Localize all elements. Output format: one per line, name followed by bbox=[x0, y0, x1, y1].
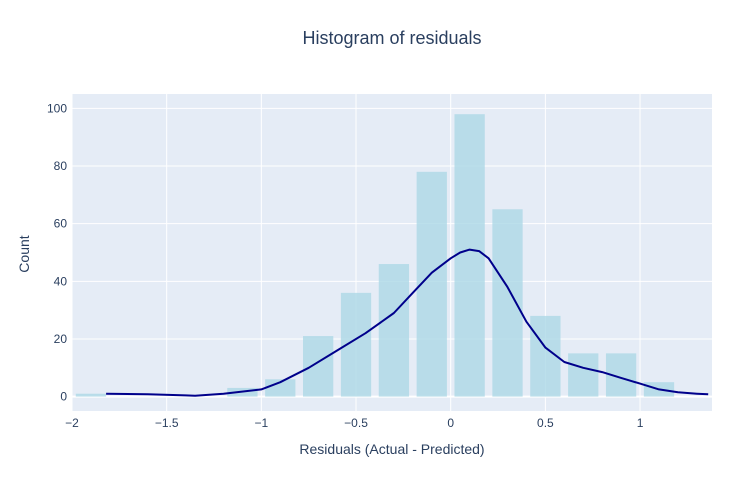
x-tick-label: 0.5 bbox=[537, 416, 554, 430]
histogram-bar bbox=[454, 114, 485, 397]
x-tick-label: 1 bbox=[637, 416, 644, 430]
x-tick-label: −1.5 bbox=[155, 416, 179, 430]
histogram-bar bbox=[378, 264, 410, 397]
y-tick-label: 80 bbox=[54, 159, 68, 173]
y-tick-label: 100 bbox=[47, 101, 67, 115]
x-tick-label: −1 bbox=[255, 416, 269, 430]
x-tick-label: −0.5 bbox=[344, 416, 368, 430]
y-tick-label: 60 bbox=[54, 217, 68, 231]
x-axis-ticks: −2 −1.5 −1 −0.5 0 0.5 1 bbox=[65, 416, 644, 430]
y-tick-label: 20 bbox=[54, 332, 68, 346]
x-tick-label: 0 bbox=[447, 416, 454, 430]
x-tick-label: −2 bbox=[65, 416, 79, 430]
histogram-bar bbox=[265, 379, 296, 397]
y-axis-title: Count bbox=[16, 235, 32, 272]
histogram-bar bbox=[492, 209, 523, 397]
y-tick-label: 0 bbox=[60, 390, 67, 404]
y-axis-ticks: 0 20 40 60 80 100 bbox=[47, 101, 67, 403]
density-curve bbox=[106, 248, 709, 397]
histogram-bar bbox=[303, 336, 334, 397]
chart-title: Histogram of residuals bbox=[302, 28, 481, 48]
y-tick-label: 40 bbox=[54, 274, 68, 288]
x-axis-title: Residuals (Actual - Predicted) bbox=[299, 441, 484, 457]
histogram-bar bbox=[568, 353, 599, 397]
histogram-bar bbox=[75, 393, 107, 397]
